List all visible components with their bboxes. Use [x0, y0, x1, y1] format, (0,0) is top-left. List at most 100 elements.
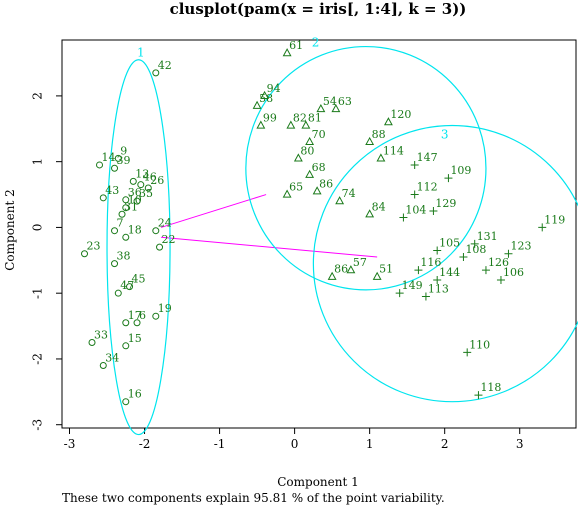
point-marker: [114, 154, 122, 162]
point-marker: [111, 227, 119, 235]
point-label: 24: [158, 217, 172, 230]
point-marker: [346, 265, 356, 274]
x-tick-label: 3: [516, 437, 524, 451]
point-label: 31: [124, 200, 138, 213]
y-tick-label: -3: [31, 419, 45, 431]
point-label: 57: [353, 256, 367, 269]
cluster-label: 1: [137, 45, 145, 59]
x-tick-label: -2: [139, 437, 151, 451]
cluster-link: [160, 194, 267, 228]
point-marker: [504, 249, 513, 258]
point-label: 13: [135, 167, 149, 180]
point-marker: [252, 100, 262, 109]
point-label: 120: [390, 108, 411, 121]
point-label: 61: [289, 39, 303, 52]
point-marker: [433, 246, 442, 255]
point-label: 119: [544, 213, 565, 226]
point-marker: [429, 206, 438, 215]
cluster-ellipse: [245, 45, 487, 291]
point-label: 58: [259, 92, 273, 105]
point-marker: [111, 164, 119, 172]
point-marker: [305, 136, 315, 146]
point-label: 65: [289, 181, 303, 194]
point-marker: [538, 223, 547, 232]
point-marker: [282, 189, 292, 198]
point-label: 114: [383, 144, 404, 157]
point-label: 81: [308, 111, 322, 124]
point-marker: [301, 120, 311, 129]
point-label: 112: [417, 181, 438, 194]
point-label: 14: [102, 151, 116, 164]
point-label: 34: [105, 352, 119, 365]
point-marker: [327, 271, 337, 280]
point-label: 113: [428, 282, 449, 295]
point-marker: [122, 196, 130, 204]
cluster-links: [160, 194, 378, 258]
point-label: 123: [510, 240, 531, 253]
point-label: 94: [267, 82, 281, 95]
point-marker: [260, 90, 270, 99]
x-tick-label: 1: [366, 437, 374, 451]
point-label: 131: [477, 230, 498, 243]
point-marker: [126, 283, 134, 291]
point-label: 26: [150, 174, 164, 187]
point-label: 46: [143, 171, 157, 184]
y-axis-label: Component 2: [3, 189, 17, 271]
point-marker: [99, 362, 107, 370]
point-marker: [383, 117, 393, 126]
point-label: 17: [128, 309, 142, 322]
point-marker: [496, 276, 505, 285]
point-marker: [81, 250, 89, 258]
cluster-ellipse: [312, 124, 578, 403]
point-marker: [152, 312, 160, 320]
point-marker: [122, 342, 130, 350]
point-marker: [99, 194, 107, 202]
point-label: 144: [439, 266, 460, 279]
point-marker: [122, 204, 130, 212]
point-label: 84: [372, 200, 386, 213]
point-label: 129: [435, 197, 456, 210]
point-marker: [152, 227, 160, 235]
point-marker: [335, 196, 345, 205]
y-tick-label: 2: [31, 92, 45, 100]
point-marker: [129, 177, 137, 185]
point-marker: [365, 136, 375, 146]
point-label: 88: [372, 128, 386, 141]
point-label: 147: [417, 151, 438, 164]
point-label: 104: [405, 204, 426, 217]
point-marker: [312, 186, 322, 195]
point-label: 22: [162, 233, 176, 246]
point-label: 15: [128, 332, 142, 345]
x-tick-label: 2: [441, 437, 449, 451]
point-label: 16: [128, 388, 142, 401]
x-axis-label: Component 1: [277, 475, 359, 489]
point-marker: [459, 253, 468, 262]
point-label: 74: [342, 187, 356, 200]
point-label: 43: [105, 184, 119, 197]
point-marker: [372, 271, 382, 280]
point-label: 105: [439, 236, 460, 249]
point-marker: [305, 169, 315, 178]
point-marker: [293, 153, 303, 162]
point-marker: [399, 213, 408, 222]
point-label: 23: [87, 240, 101, 253]
point-marker: [96, 161, 104, 169]
point-marker: [111, 260, 119, 268]
point-label: 70: [312, 128, 326, 141]
y-tick-label: 1: [31, 158, 45, 166]
point-marker: [474, 391, 483, 400]
y-tick-label: -2: [31, 353, 45, 365]
cluster-ellipses: [106, 45, 578, 436]
point-marker: [365, 209, 375, 218]
x-tick-label: 0: [291, 437, 299, 451]
point-marker: [481, 266, 490, 275]
point-marker: [470, 239, 479, 248]
point-marker: [331, 104, 341, 113]
point-marker: [414, 266, 423, 275]
x-tick-label: -1: [214, 437, 226, 451]
cluster-label: 3: [441, 128, 449, 142]
plot-frame: [61, 39, 577, 429]
point-marker: [118, 210, 126, 218]
point-label: 51: [379, 263, 393, 276]
point-marker: [122, 398, 130, 406]
